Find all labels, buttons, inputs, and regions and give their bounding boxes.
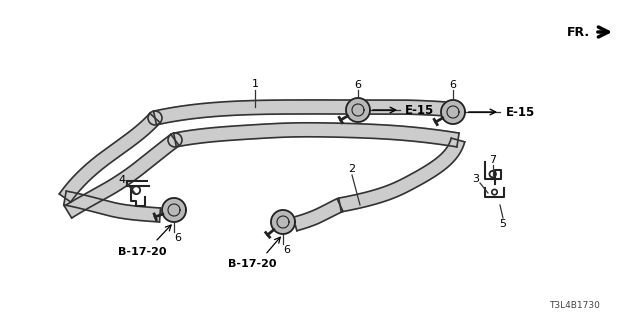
Polygon shape [173,123,459,147]
Polygon shape [339,138,465,212]
Text: 6: 6 [449,80,456,90]
Polygon shape [271,210,295,234]
Text: 4: 4 [118,175,125,185]
Polygon shape [65,134,179,218]
Polygon shape [162,198,186,222]
Polygon shape [64,191,161,222]
Polygon shape [441,100,465,124]
Text: 1: 1 [252,79,259,89]
Circle shape [148,111,162,125]
Polygon shape [60,113,160,202]
Text: 5: 5 [499,219,506,229]
Text: 6: 6 [284,245,291,255]
Text: B-17-20: B-17-20 [118,247,166,257]
Text: E-15: E-15 [405,103,435,116]
Polygon shape [293,199,343,231]
Text: 6: 6 [355,80,362,90]
Text: 7: 7 [490,155,497,165]
Text: 3: 3 [472,174,479,184]
Polygon shape [346,98,370,122]
Text: B-17-20: B-17-20 [228,259,276,269]
Text: E-15: E-15 [506,106,535,118]
Polygon shape [154,100,461,125]
Text: FR.: FR. [567,26,590,38]
Circle shape [168,133,182,147]
Text: 2: 2 [348,164,356,174]
Text: T3L4B1730: T3L4B1730 [549,300,600,309]
Text: 6: 6 [175,233,182,243]
